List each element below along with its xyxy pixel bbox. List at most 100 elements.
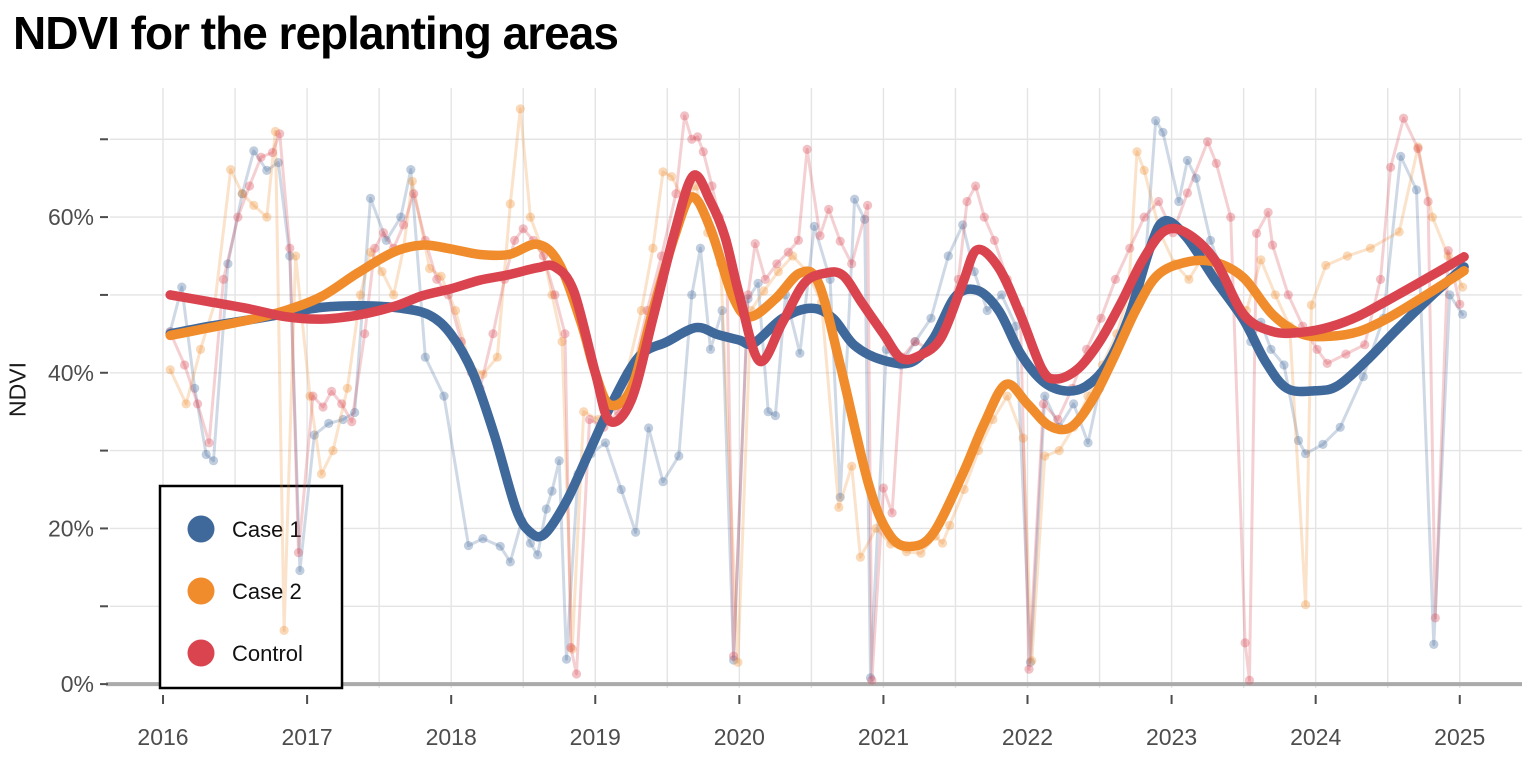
raw-point-control <box>293 548 304 558</box>
raw-point-control <box>1267 240 1278 250</box>
raw-point-case-2 <box>1301 600 1311 610</box>
raw-point-case-2 <box>1394 227 1404 237</box>
raw-point-control <box>729 651 739 661</box>
raw-point-case-1 <box>381 235 391 245</box>
chart-title: NDVI for the replanting areas <box>13 7 619 59</box>
raw-point-control <box>566 642 576 653</box>
raw-point-case-1 <box>958 220 968 230</box>
x-tick-label: 2016 <box>137 724 188 750</box>
raw-series-case-1 <box>165 116 1468 683</box>
raw-point-control <box>1399 113 1409 123</box>
raw-point-case-1 <box>926 313 936 323</box>
raw-point-case-2 <box>1139 165 1149 175</box>
raw-point-case-1 <box>644 423 654 433</box>
raw-point-control <box>560 329 570 339</box>
x-tick-label: 2025 <box>1434 724 1485 750</box>
raw-point-case-1 <box>273 158 283 168</box>
raw-point-case-1 <box>525 538 536 548</box>
legend: Case 1 Case 2 Control <box>158 484 344 690</box>
raw-point-control <box>760 274 770 284</box>
legend-label-control: Control <box>232 641 303 666</box>
raw-point-control <box>847 259 857 269</box>
raw-point-control <box>378 228 389 238</box>
raw-point-control <box>571 669 582 679</box>
raw-point-case-2 <box>1018 433 1028 443</box>
raw-line-case-2 <box>168 107 1465 664</box>
legend-item-control: Control <box>187 639 303 667</box>
raw-point-case-1 <box>463 541 474 551</box>
raw-point-control <box>867 675 877 685</box>
raw-point-control <box>1139 212 1149 222</box>
raw-point-case-2 <box>291 251 301 261</box>
raw-point-control <box>1341 349 1351 359</box>
raw-point-case-1 <box>237 189 247 199</box>
raw-point-case-2 <box>855 552 866 562</box>
x-tick-label: 2017 <box>282 724 333 750</box>
raw-point-control <box>204 438 214 448</box>
raw-point-control <box>256 152 266 162</box>
raw-point-control <box>285 243 295 253</box>
legend-item-case-2: Case 2 <box>187 577 302 605</box>
raw-point-case-2 <box>773 267 783 277</box>
raw-point-case-1 <box>1025 657 1035 667</box>
raw-point-case-2 <box>871 523 881 534</box>
raw-point-case-1 <box>910 337 920 347</box>
raw-point-control <box>971 181 981 191</box>
raw-point-case-2 <box>648 243 658 253</box>
y-tick-label: 60% <box>48 204 94 230</box>
raw-point-control <box>1455 299 1465 309</box>
raw-point-case-2 <box>226 165 236 175</box>
raw-point-case-2 <box>1306 300 1316 310</box>
raw-point-control <box>360 329 370 339</box>
raw-point-control <box>887 508 897 518</box>
raw-point-case-2 <box>1040 451 1050 461</box>
raw-point-control <box>1203 137 1213 147</box>
raw-point-control <box>584 414 595 425</box>
raw-point-case-2 <box>1342 251 1352 261</box>
raw-point-control <box>962 196 972 207</box>
y-tick-label: 20% <box>48 515 94 541</box>
raw-point-control <box>979 212 989 222</box>
raw-point-case-2 <box>425 263 435 274</box>
raw-point-control <box>824 204 834 214</box>
raw-point-case-2 <box>328 446 338 456</box>
raw-point-case-2 <box>436 271 446 281</box>
raw-point-case-2 <box>579 407 589 417</box>
raw-point-control <box>1240 638 1250 648</box>
raw-point-case-1 <box>1083 438 1093 448</box>
raw-point-case-1 <box>190 383 200 393</box>
y-axis-title: NDVI <box>4 362 31 417</box>
raw-point-control <box>1024 664 1034 674</box>
raw-point-control <box>802 144 812 154</box>
raw-point-control <box>1211 158 1221 168</box>
raw-point-case-2 <box>759 286 769 296</box>
raw-point-case-2 <box>365 247 376 257</box>
raw-point-case-1 <box>554 456 564 466</box>
raw-point-case-2 <box>165 365 175 375</box>
raw-point-case-2 <box>377 267 387 277</box>
x-tick-label: 2020 <box>714 724 765 750</box>
raw-point-case-2 <box>505 199 515 209</box>
raw-point-control <box>750 239 760 249</box>
legend-swatch-case-2 <box>187 577 215 605</box>
raw-point-case-2 <box>492 352 502 362</box>
legend-label-case-1: Case 1 <box>232 517 302 542</box>
raw-point-control <box>538 251 549 261</box>
raw-point-case-1 <box>439 391 449 401</box>
trend-line-case-1 <box>165 215 1469 542</box>
raw-point-case-2 <box>1184 274 1194 284</box>
raw-point-case-1 <box>201 449 211 460</box>
raw-point-case-1 <box>1266 344 1276 354</box>
raw-point-control <box>910 337 920 347</box>
raw-point-control <box>1110 274 1120 284</box>
raw-point-control <box>518 224 528 234</box>
raw-point-control <box>1375 274 1386 284</box>
raw-point-control <box>815 231 825 241</box>
x-tick-label: 2022 <box>1002 724 1053 750</box>
raw-point-control <box>772 259 782 269</box>
y-tick-label: 0% <box>61 671 94 697</box>
raw-point-case-1 <box>860 214 870 224</box>
raw-point-case-2 <box>316 469 327 479</box>
